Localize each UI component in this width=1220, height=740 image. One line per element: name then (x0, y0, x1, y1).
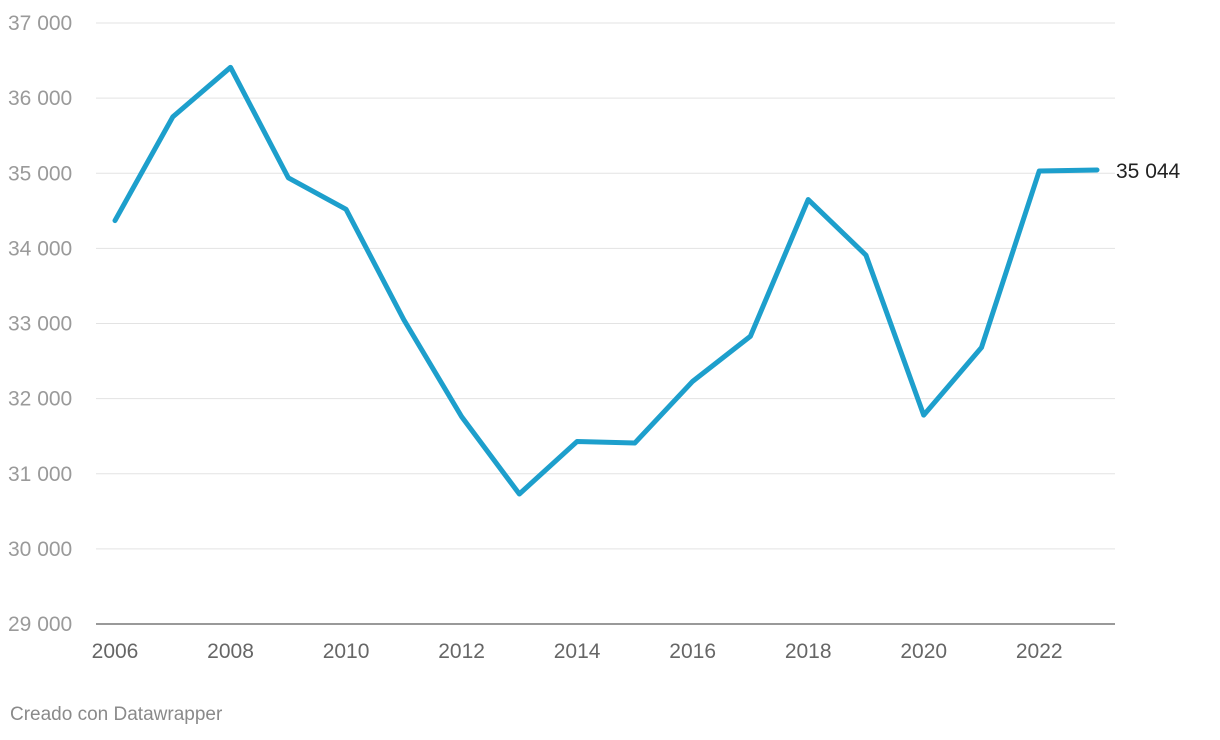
x-tick-label: 2014 (554, 640, 601, 663)
y-tick-label: 34 000 (8, 237, 72, 260)
y-tick-label: 32 000 (8, 388, 72, 411)
end-value-label: 35 044 (1116, 160, 1181, 183)
series-lines (112, 64, 1100, 497)
y-tick-label: 33 000 (8, 313, 72, 336)
grid-lines (96, 22, 1115, 625)
y-tick-label: 36 000 (8, 87, 72, 110)
x-tick-label: 2018 (785, 640, 832, 663)
x-tick-label: 2022 (1016, 640, 1063, 663)
y-tick-label: 29 000 (8, 613, 72, 636)
x-tick-label: 2012 (438, 640, 485, 663)
y-tick-label: 37 000 (8, 12, 72, 35)
x-tick-label: 2020 (900, 640, 947, 663)
x-tick-label: 2006 (92, 640, 139, 663)
y-axis-tick-labels: 29 000 30 000 31 000 32 000 33 000 34 000 35 0… (8, 12, 72, 636)
y-tick-label: 30 000 (8, 538, 72, 561)
x-axis-tick-labels: 2006 2008 2010 2012 2014 2016 2018 2020 2022 (92, 640, 1063, 663)
x-tick-label: 2010 (323, 640, 370, 663)
y-tick-label: 31 000 (8, 463, 72, 486)
y-tick-label: 35 000 (8, 162, 72, 185)
footer-credit: Creado con Datawrapper (10, 704, 223, 725)
series-line (112, 64, 1100, 497)
line-chart: 29 000 30 000 31 000 32 000 33 000 34 000 35 0… (8, 12, 1181, 663)
x-tick-label: 2008 (207, 640, 254, 663)
data-labels: 35 044 (1116, 160, 1181, 183)
x-tick-label: 2016 (669, 640, 716, 663)
